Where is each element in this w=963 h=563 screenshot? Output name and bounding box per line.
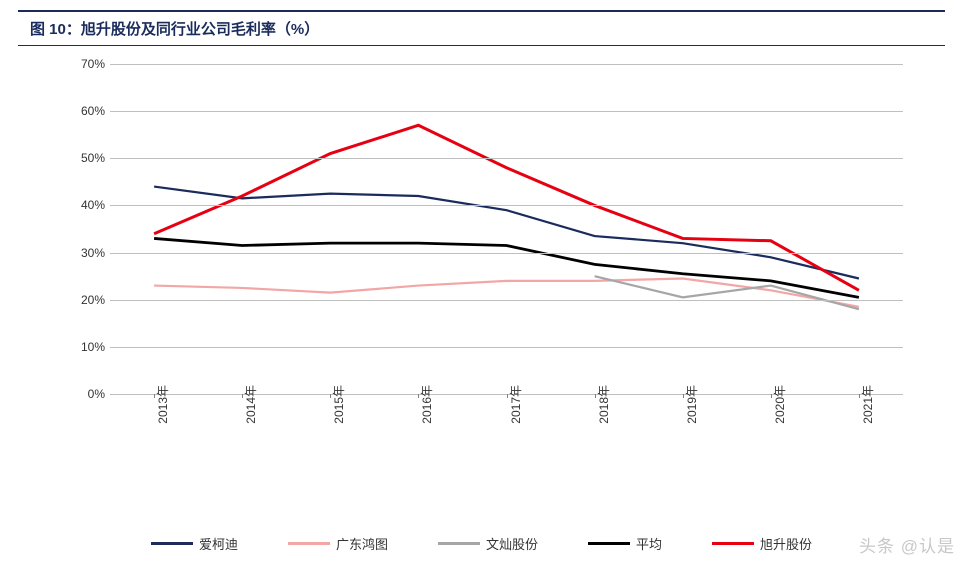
legend-item: 爱柯迪 (151, 534, 238, 553)
x-axis-label: 2019年 (683, 385, 700, 424)
x-axis-label: 2021年 (859, 385, 876, 424)
gridline (110, 205, 903, 206)
x-axis-label: 2020年 (771, 385, 788, 424)
series-line (154, 125, 859, 290)
legend-label: 平均 (636, 534, 662, 553)
series-line (154, 187, 859, 279)
y-axis-label: 0% (65, 387, 105, 401)
line-series-svg (110, 64, 903, 394)
chart-title: 图 10：旭升股份及同行业公司毛利率（%） (30, 21, 319, 38)
legend-swatch (151, 542, 193, 545)
legend: 爱柯迪 广东鸿图 文灿股份 平均 旭升股份 (0, 534, 963, 553)
legend-label: 文灿股份 (486, 534, 538, 553)
gridline (110, 111, 903, 112)
x-axis-label: 2016年 (418, 385, 435, 424)
x-axis-label: 2017年 (507, 385, 524, 424)
y-axis-label: 70% (65, 57, 105, 71)
legend-swatch (288, 542, 330, 545)
y-axis-label: 60% (65, 104, 105, 118)
series-line (154, 279, 859, 307)
legend-label: 广东鸿图 (336, 534, 388, 553)
legend-swatch (588, 542, 630, 545)
legend-label: 爱柯迪 (199, 534, 238, 553)
x-axis-label: 2013年 (154, 385, 171, 424)
x-axis-label: 2014年 (242, 385, 259, 424)
x-axis-label: 2018年 (595, 385, 612, 424)
legend-item: 平均 (588, 534, 662, 553)
y-axis-label: 20% (65, 293, 105, 307)
gridline (110, 253, 903, 254)
series-line (595, 276, 859, 309)
legend-item: 旭升股份 (712, 534, 812, 553)
chart-title-bar: 图 10：旭升股份及同行业公司毛利率（%） (18, 10, 945, 46)
gridline (110, 347, 903, 348)
y-axis-label: 30% (65, 246, 105, 260)
y-axis-label: 50% (65, 151, 105, 165)
chart-area: 0% 10% 20% 30% 40% 50% 60% 70% 2013年 2014年 2015年 20… (60, 54, 923, 444)
legend-item: 文灿股份 (438, 534, 538, 553)
gridline (110, 158, 903, 159)
gridline (110, 300, 903, 301)
gridline (110, 64, 903, 65)
legend-swatch (438, 542, 480, 545)
y-axis-label: 40% (65, 198, 105, 212)
x-axis-label: 2015年 (330, 385, 347, 424)
legend-swatch (712, 542, 754, 545)
y-axis-label: 10% (65, 340, 105, 354)
legend-label: 旭升股份 (760, 534, 812, 553)
plot-region: 0%10%20%30%40%50%60%70%2013年2014年2015年20… (110, 64, 903, 394)
legend-item: 广东鸿图 (288, 534, 388, 553)
